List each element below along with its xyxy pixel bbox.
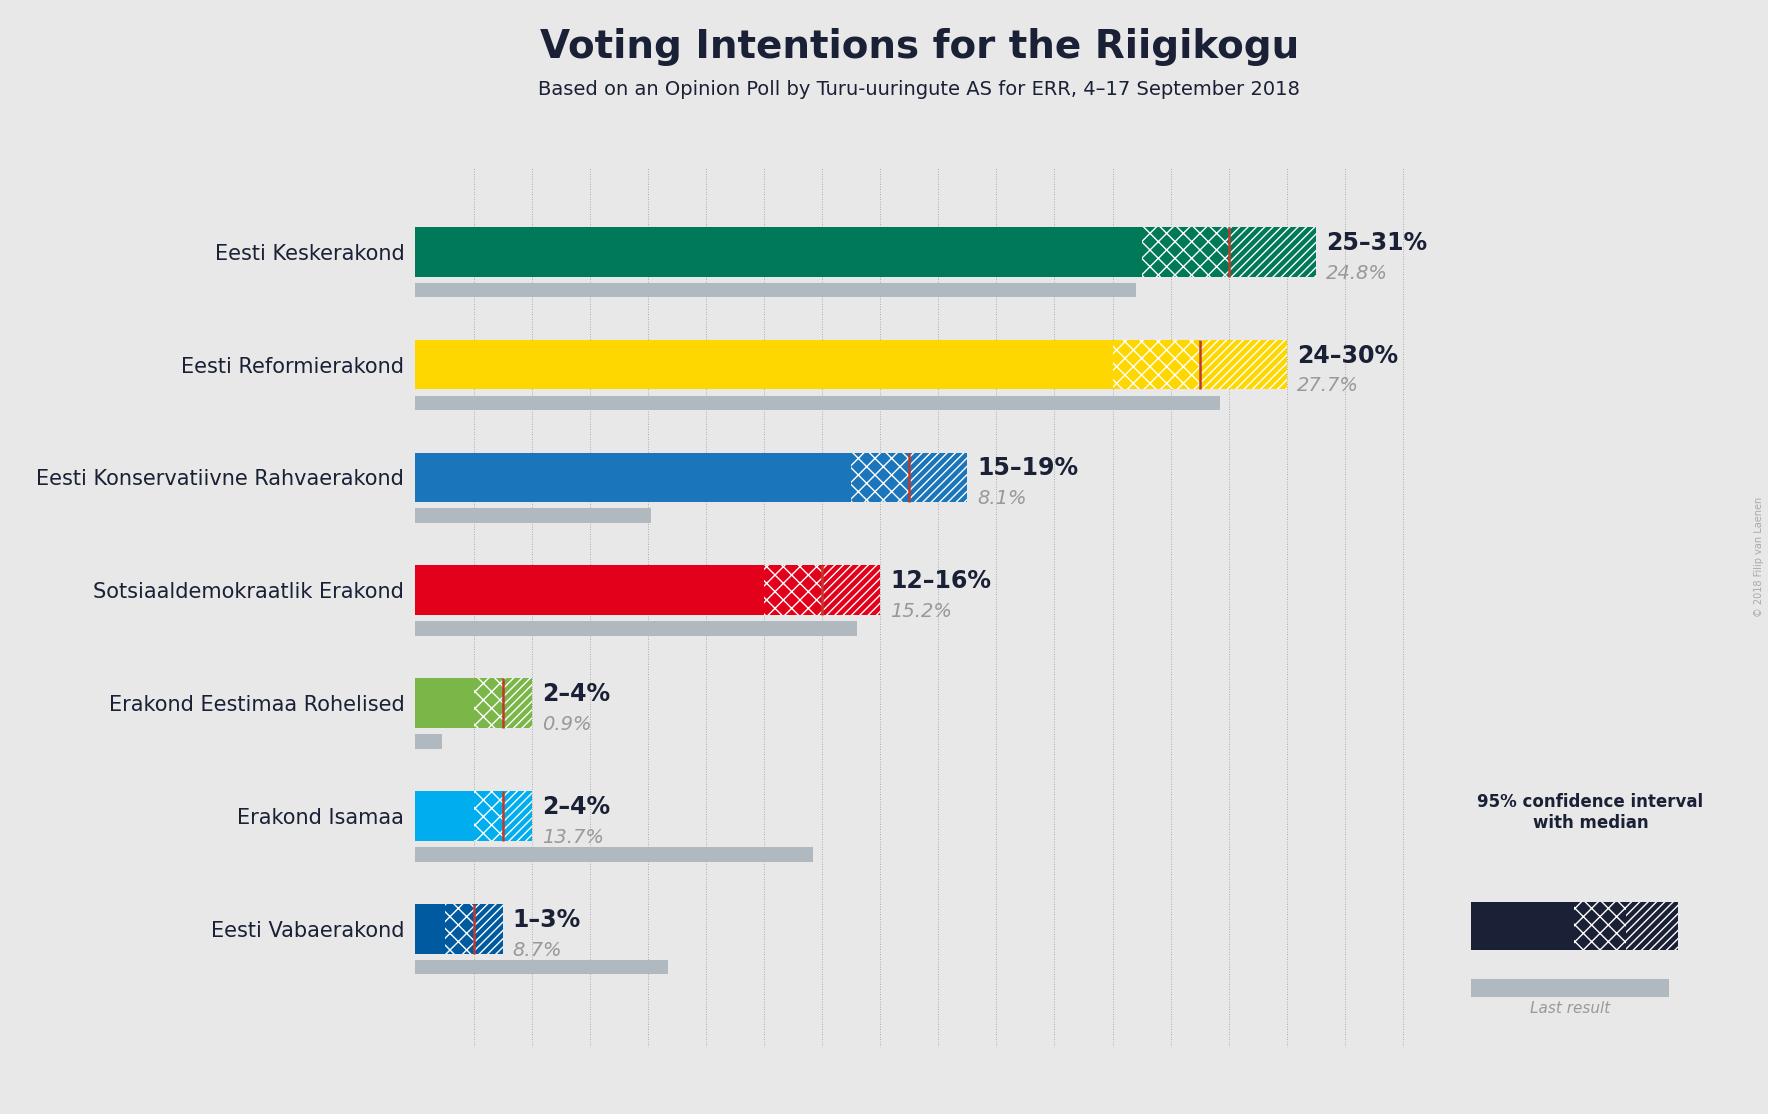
- Bar: [474, 791, 502, 841]
- Bar: [822, 566, 880, 615]
- Text: 24.8%: 24.8%: [1326, 264, 1388, 283]
- Text: Voting Intentions for the Riigikogu: Voting Intentions for the Riigikogu: [539, 28, 1299, 66]
- Text: © 2018 Filip van Laenen: © 2018 Filip van Laenen: [1754, 497, 1764, 617]
- Bar: [415, 508, 651, 524]
- Bar: [415, 283, 1135, 297]
- Bar: [415, 566, 764, 615]
- Bar: [415, 960, 668, 975]
- Bar: [502, 678, 532, 727]
- Text: 1–3%: 1–3%: [513, 908, 582, 931]
- Bar: [1200, 340, 1287, 390]
- Bar: [415, 340, 1112, 390]
- Bar: [415, 734, 442, 749]
- Bar: [1471, 901, 1575, 950]
- Bar: [1575, 901, 1627, 950]
- Text: 2–4%: 2–4%: [541, 794, 610, 819]
- Bar: [1627, 901, 1678, 950]
- Text: Based on an Opinion Poll by Turu-uuringute AS for ERR, 4–17 September 2018: Based on an Opinion Poll by Turu-uuringu…: [539, 80, 1299, 99]
- Bar: [502, 791, 532, 841]
- Text: 8.1%: 8.1%: [978, 489, 1027, 508]
- Bar: [415, 903, 444, 954]
- Bar: [1112, 340, 1200, 390]
- Bar: [474, 903, 502, 954]
- Bar: [444, 903, 474, 954]
- Text: 95% confidence interval
with median: 95% confidence interval with median: [1478, 793, 1703, 832]
- Bar: [474, 678, 502, 727]
- Text: 27.7%: 27.7%: [1298, 377, 1360, 395]
- Bar: [415, 791, 474, 841]
- Bar: [415, 678, 474, 727]
- Bar: [415, 395, 1220, 410]
- Text: 24–30%: 24–30%: [1298, 343, 1398, 368]
- Bar: [764, 566, 822, 615]
- Text: 8.7%: 8.7%: [513, 940, 562, 959]
- Text: 2–4%: 2–4%: [541, 682, 610, 706]
- Bar: [415, 452, 850, 502]
- Text: Last result: Last result: [1529, 1001, 1611, 1016]
- Text: 15.2%: 15.2%: [891, 603, 953, 622]
- Text: 0.9%: 0.9%: [541, 715, 591, 734]
- Bar: [1142, 227, 1229, 276]
- Text: 12–16%: 12–16%: [891, 569, 992, 593]
- Bar: [1471, 979, 1669, 997]
- Bar: [415, 622, 857, 636]
- Text: 13.7%: 13.7%: [541, 828, 603, 847]
- Text: 25–31%: 25–31%: [1326, 231, 1427, 255]
- Text: 15–19%: 15–19%: [978, 457, 1078, 480]
- Bar: [909, 452, 967, 502]
- Bar: [415, 227, 1142, 276]
- Bar: [415, 847, 813, 861]
- Bar: [1229, 227, 1315, 276]
- Bar: [850, 452, 909, 502]
